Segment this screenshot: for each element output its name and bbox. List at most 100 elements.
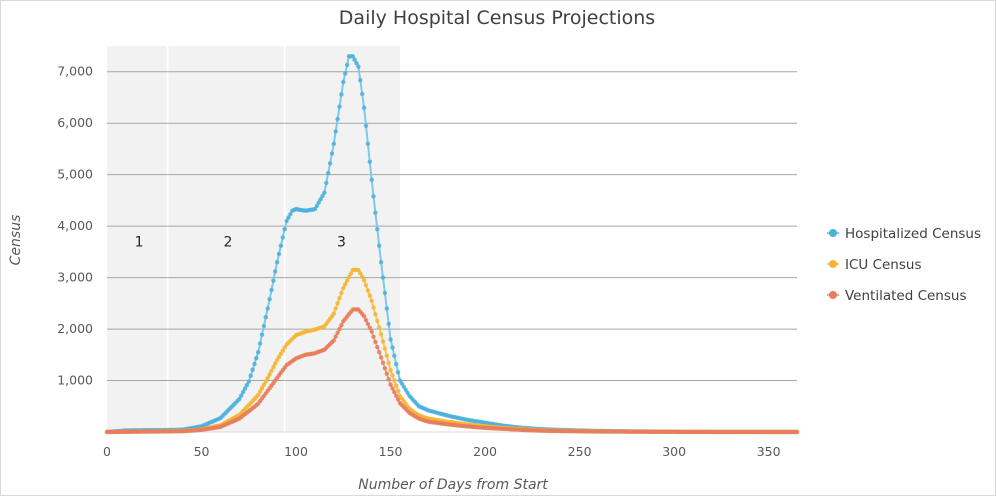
series-point	[335, 330, 340, 335]
series-point	[261, 323, 267, 329]
series-point	[392, 353, 397, 358]
series-point	[273, 361, 278, 366]
series-point	[365, 288, 371, 293]
series-point	[337, 104, 342, 109]
series-point	[377, 325, 382, 330]
series-point	[288, 211, 293, 217]
series-point	[388, 382, 393, 387]
series-point	[384, 306, 389, 311]
phase-label-1: 1	[135, 235, 144, 251]
series-point	[246, 379, 251, 384]
series-point	[344, 62, 350, 68]
series-point	[356, 64, 361, 69]
series-point	[360, 274, 365, 279]
phase-band-1	[107, 46, 168, 432]
series-point	[280, 235, 285, 240]
x-tick-label: 200	[473, 444, 497, 459]
series-point	[273, 269, 278, 274]
series-point	[339, 290, 344, 296]
series-lines	[104, 54, 800, 435]
series-point	[337, 296, 342, 301]
series-point	[329, 151, 335, 156]
series-point	[271, 365, 276, 370]
series-point	[344, 278, 350, 283]
series-point	[337, 326, 342, 332]
series-point	[261, 382, 267, 387]
series-point	[394, 393, 399, 398]
series-point	[316, 200, 321, 205]
series-point	[367, 325, 372, 330]
series-point	[361, 278, 367, 283]
series-point	[382, 290, 388, 296]
series-point	[263, 379, 268, 384]
series-point	[263, 315, 268, 320]
series-point	[333, 334, 338, 339]
series-point	[341, 285, 346, 291]
series-point	[367, 293, 372, 298]
series-point	[388, 337, 393, 342]
series-point	[257, 341, 263, 346]
series-point	[265, 306, 270, 311]
series-point	[382, 366, 388, 371]
series-point	[348, 271, 354, 276]
series-point	[271, 278, 276, 283]
x-tick-label: 150	[379, 444, 403, 459]
series-point	[384, 371, 389, 376]
series-point	[331, 141, 336, 146]
series-point	[250, 367, 255, 372]
series-point	[239, 393, 244, 398]
series-point	[343, 71, 348, 76]
phase-label-3: 3	[337, 235, 346, 251]
series-point	[380, 339, 386, 344]
series-point	[380, 360, 386, 365]
series-point	[392, 389, 397, 395]
series-point	[244, 382, 250, 388]
series-point	[333, 129, 338, 134]
legend-marker	[829, 260, 837, 268]
y-tick-label: 1,000	[57, 373, 93, 388]
series-point	[267, 297, 272, 302]
x-tick-labels: 0 50 100 150 200 250 300 350	[103, 444, 781, 459]
x-tick-label: 0	[103, 444, 111, 459]
series-point	[358, 271, 363, 276]
series-point	[371, 334, 376, 339]
series-point	[318, 197, 323, 202]
legend-label: Hospitalized Census	[845, 226, 981, 242]
series-point	[382, 346, 388, 351]
series-point	[394, 361, 399, 367]
series-point	[373, 339, 378, 345]
x-tick-label: 300	[662, 444, 686, 459]
series-point	[256, 350, 261, 355]
series-point	[322, 190, 327, 195]
legend-marker	[829, 291, 837, 299]
series-point	[365, 141, 371, 146]
y-tick-label: 3,000	[57, 270, 93, 285]
series-point	[269, 368, 274, 373]
series-point	[378, 355, 384, 360]
series-point	[331, 338, 336, 343]
series-point	[365, 321, 371, 327]
series-point	[341, 79, 346, 85]
series-point	[346, 274, 352, 280]
series-point	[343, 282, 348, 287]
series-point	[237, 396, 242, 402]
y-tick-label: 4,000	[57, 218, 93, 233]
series-point	[363, 317, 369, 323]
series-point	[312, 206, 318, 212]
series-point	[240, 389, 246, 395]
series-point	[390, 345, 395, 350]
series-point	[350, 54, 355, 59]
x-tick-label: 350	[757, 444, 781, 459]
series-point	[373, 210, 378, 215]
chart-title: Daily Hospital Census Projections	[339, 7, 655, 29]
series-point	[394, 383, 399, 388]
series-point	[274, 260, 280, 265]
series-point	[265, 375, 270, 381]
series-point	[333, 306, 338, 311]
y-tick-label: 2,000	[57, 321, 93, 336]
series-point	[284, 218, 289, 224]
series-point	[369, 298, 374, 303]
series-point	[395, 397, 401, 402]
x-axis-label: Number of Days from Start	[358, 477, 548, 493]
